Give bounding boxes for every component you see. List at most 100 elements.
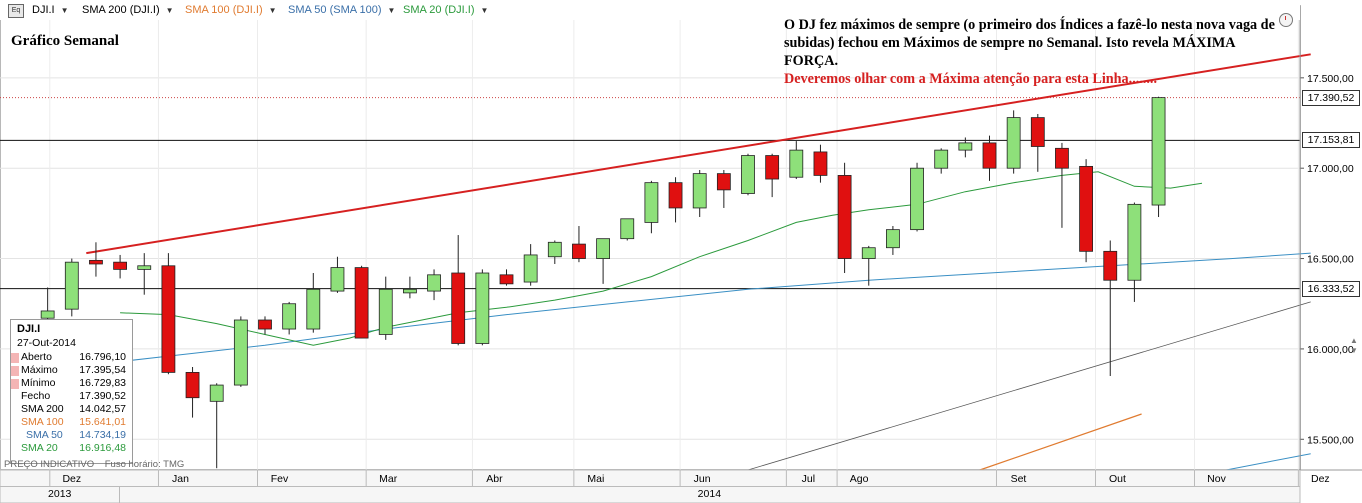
x-tick-label: Jan: [172, 473, 189, 485]
chevron-down-icon[interactable]: ▼: [480, 5, 489, 15]
candle-up: [40, 310, 55, 319]
chevron-down-icon[interactable]: ▼: [268, 5, 277, 15]
candle-down: [1079, 165, 1093, 252]
candle-up: [1006, 117, 1021, 169]
x-tick-label: Ago: [850, 473, 869, 485]
year-label: 2013: [48, 488, 72, 500]
candle-up: [330, 267, 345, 292]
x-tick-label: Fev: [271, 473, 289, 485]
info-label: Mínimo: [21, 377, 56, 389]
candle-up: [620, 218, 635, 240]
x-tick-label: Set: [1011, 473, 1027, 485]
price-disclaimer: PREÇO INDICATIVO Fuso horário: TMG: [4, 459, 192, 470]
candle-up: [886, 229, 900, 249]
candle-up: [475, 272, 490, 344]
year-label: 2014: [698, 488, 722, 500]
info-label: SMA 20: [21, 442, 58, 454]
x-tick-label: Dez: [62, 473, 81, 485]
toolbar-item-sma20[interactable]: SMA 20 (DJI.I) ▼: [403, 4, 488, 16]
candle-up: [596, 238, 610, 259]
candle-up: [1151, 97, 1166, 206]
chevron-down-icon[interactable]: ▼: [60, 5, 69, 15]
info-value: 17.395,54: [79, 364, 126, 376]
info-label: SMA 50: [26, 429, 63, 441]
toolbar-item-label: SMA 50 (SMA 100): [288, 4, 382, 16]
sma100-orange-line: [979, 413, 1142, 471]
y-tick-label: 17.500,00: [1307, 73, 1354, 85]
toolbar-item-sma50[interactable]: SMA 50 (SMA 100) ▼: [288, 4, 395, 16]
candle-up: [378, 288, 393, 335]
candle-up: [282, 303, 297, 330]
y-tick-label: 15.500,00: [1307, 434, 1354, 446]
candle-up: [958, 142, 973, 151]
y-tick-label: 16.000,00: [1307, 344, 1354, 356]
toolbar-item-label: SMA 200 (DJI.I): [82, 4, 160, 16]
info-value: 14.734,19: [79, 429, 126, 441]
candle-up: [427, 274, 441, 292]
info-label: Máximo: [21, 364, 58, 376]
timezone-note: Fuso horário: TMG: [104, 459, 185, 470]
candle-up: [861, 247, 876, 259]
x-tick-label: Mar: [379, 473, 398, 485]
info-row-close: Fecho 17.390,52: [11, 390, 132, 403]
down-swatch: [11, 366, 19, 376]
chart-annotation: O DJ fez máximos de sempre (o primeiro d…: [784, 17, 1275, 69]
x-tick-label: Jun: [694, 473, 711, 485]
candle-down: [185, 372, 200, 399]
info-row-high: Máximo 17.395,54: [11, 364, 132, 377]
chevron-down-icon[interactable]: ▼: [165, 5, 174, 15]
chart-axes: 15.500,00 16.000,00 16.500,00 17.000,00 17.5…: [0, 6, 1362, 503]
down-swatch: [11, 353, 19, 363]
candle-up: [233, 319, 248, 386]
sma50-line: [1226, 453, 1311, 471]
info-row-sma50: SMA 50 14.734,19: [11, 429, 132, 442]
candle-up: [547, 241, 562, 258]
info-value: 16.796,10: [79, 351, 126, 363]
candle-down: [89, 259, 103, 265]
info-value: 17.390,52: [79, 390, 126, 402]
info-value: 15.641,01: [79, 416, 126, 428]
x-tick-label: Mai: [587, 473, 604, 485]
scroll-down-icon[interactable]: ▼: [1350, 346, 1358, 355]
toolbar-item-label: SMA 100 (DJI.I): [185, 4, 263, 16]
sma20-line: [120, 171, 1203, 346]
toolbar-item-label: DJI.I: [32, 4, 55, 16]
candle-up: [1127, 203, 1142, 281]
toolbar-item-sma100[interactable]: SMA 100 (DJI.I) ▼: [185, 4, 277, 16]
candle-down: [354, 267, 369, 339]
x-tick-label: Nov: [1207, 473, 1226, 485]
y-tick-label: 16.500,00: [1307, 254, 1354, 266]
scroll-up-icon[interactable]: ▲: [1350, 336, 1358, 345]
candle-up: [402, 288, 417, 294]
info-value: 14.042,57: [79, 403, 126, 415]
info-value: 16.729,83: [79, 377, 126, 389]
info-row-open: Aberto 16.796,10: [11, 351, 132, 364]
info-label: SMA 100: [21, 416, 64, 428]
candle-up: [64, 261, 79, 310]
candle-up: [910, 167, 924, 231]
info-box-date: 27-Out-2014: [17, 337, 76, 349]
ohlc-info-box: DJI.I 27-Out-2014 Aberto 16.796,10 Máxim…: [10, 319, 133, 464]
toolbar-item-sma200[interactable]: SMA 200 (DJI.I) ▼: [82, 4, 174, 16]
candle-up: [741, 155, 755, 194]
price-badge-last: 17.390,52: [1302, 89, 1360, 106]
info-row-low: Mínimo 16.729,83: [11, 377, 132, 390]
clock-icon[interactable]: [1279, 13, 1293, 27]
info-row-sma200: SMA 200 14.042,57: [11, 403, 132, 416]
candle-up: [209, 384, 224, 402]
candlestick-series[interactable]: [16, 96, 1166, 469]
candle-down: [716, 173, 731, 191]
toolbar-item-dji[interactable]: DJI.I ▼: [32, 4, 69, 16]
x-tick-label: Dez: [1311, 473, 1330, 485]
candle-down: [765, 155, 780, 180]
chevron-down-icon[interactable]: ▼: [387, 5, 396, 15]
candle-down: [572, 243, 586, 259]
chart-period-label: Gráfico Semanal: [11, 33, 119, 49]
candle-up: [934, 149, 949, 169]
info-label: Fecho: [21, 390, 51, 402]
candle-down: [499, 274, 514, 285]
info-row-sma20: SMA 20 16.916,48: [11, 442, 132, 455]
instrument-icon[interactable]: Eq: [8, 4, 24, 18]
